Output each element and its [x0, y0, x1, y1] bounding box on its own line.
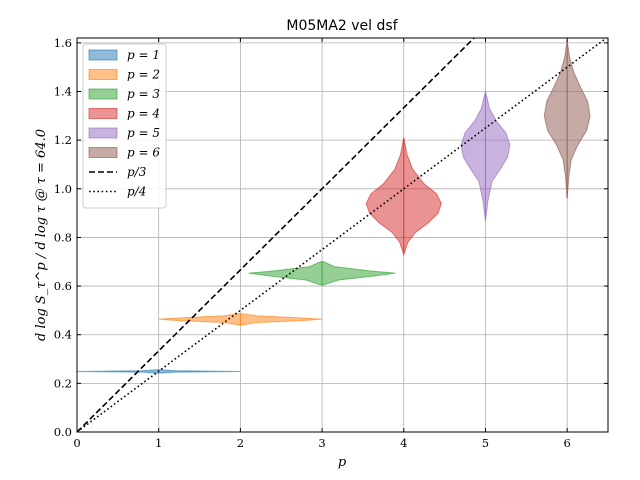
plot-frame	[76, 37, 609, 433]
y-tick-label: 1.2	[54, 133, 72, 147]
y-axis-label: d log S_τ^p / d log τ @ τ = 64.0	[34, 129, 49, 341]
legend-label-dashed: p/3	[127, 165, 147, 179]
x-tick-label: 6	[563, 436, 570, 450]
y-tick-label: 0.8	[54, 230, 72, 244]
legend-swatch-p4	[88, 108, 118, 119]
legend-label-p2: p = 2	[127, 68, 160, 82]
reference-line-dashed	[77, 38, 476, 432]
violins	[77, 40, 591, 374]
axis-ticks: 0 1 2 3 4 5 6 0.0 0.2 0.4 0.6 0.8 1.0 1.2 1.4 1.6	[54, 36, 608, 450]
legend-swatch-p5	[88, 127, 118, 139]
legend-swatch-p2	[88, 69, 118, 80]
x-tick-label: 3	[318, 436, 325, 450]
x-tick-label: 2	[237, 436, 244, 450]
x-tick-label: 1	[155, 436, 162, 450]
legend: p = 1 p = 2 p = 3 p = 4 p = 5 p = 6 p/3 p/4	[82, 43, 167, 209]
x-tick-label: 5	[482, 436, 489, 450]
legend-label-dotted: p/4	[127, 185, 146, 199]
legend-swatch-p1	[88, 49, 118, 61]
y-tick-label: 0.6	[54, 279, 72, 293]
reference-line-dotted	[77, 38, 608, 432]
reference-lines	[77, 38, 608, 432]
y-tick-label: 0.4	[54, 328, 72, 342]
x-tick-label: 4	[400, 436, 407, 450]
legend-label-p3: p = 3	[127, 87, 160, 101]
legend-label-p6: p = 6	[127, 146, 160, 160]
legend-label-p4: p = 4	[127, 107, 160, 121]
y-tick-label: 0.2	[54, 376, 72, 390]
y-tick-label: 1.0	[54, 182, 72, 196]
legend-swatch-p3	[88, 88, 118, 100]
legend-box	[82, 43, 167, 209]
legend-label-p1: p = 1	[127, 48, 160, 62]
x-tick-label: 0	[73, 436, 80, 450]
y-tick-label: 0.0	[54, 425, 72, 439]
legend-swatch-p6	[88, 147, 118, 158]
chart-title: M05MA2 vel dsf	[286, 18, 398, 34]
x-axis-label: p	[338, 455, 347, 470]
legend-label-p5: p = 5	[127, 126, 160, 140]
y-tick-label: 1.4	[54, 85, 72, 99]
y-tick-label: 1.6	[54, 36, 72, 50]
